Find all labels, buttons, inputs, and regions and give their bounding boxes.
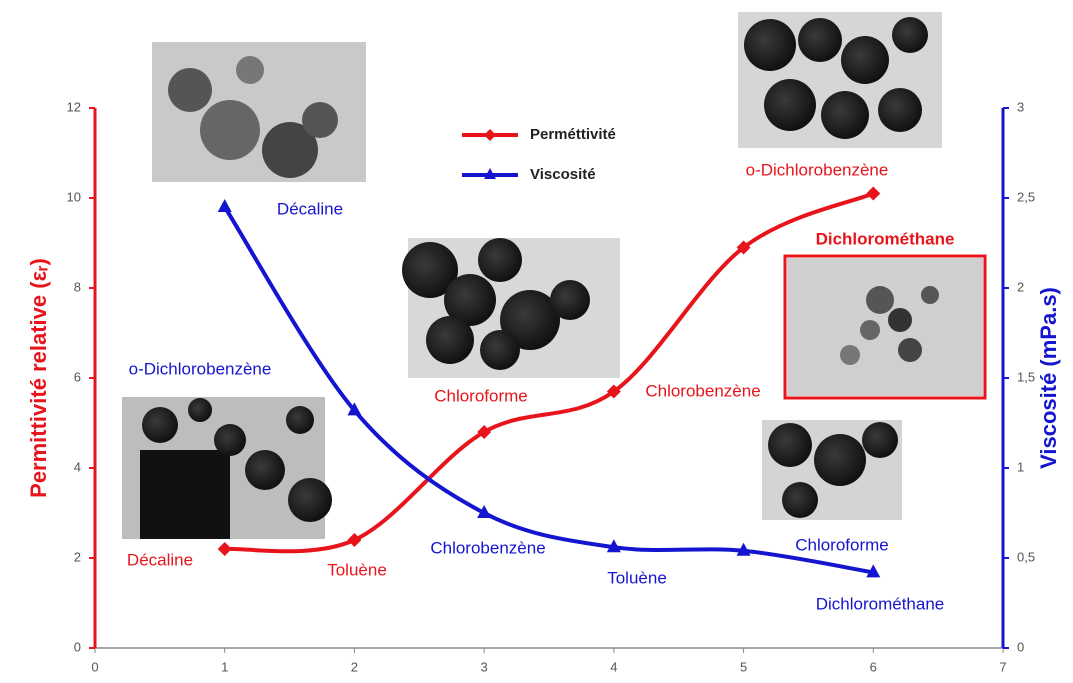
y2-tick-label: 2,5 [1017, 189, 1035, 204]
x-tick-label: 7 [999, 659, 1006, 674]
y-tick-label: 0 [74, 639, 81, 654]
point-label: Décaline [277, 199, 343, 218]
point-label: Chloroforme [434, 386, 528, 405]
y2-tick-label: 1,5 [1017, 369, 1035, 384]
micrograph [787, 258, 983, 396]
marker [606, 384, 621, 399]
point-label: o-Dichlorobenzène [746, 160, 889, 179]
legend-marker [484, 129, 496, 141]
point-label: Toluène [327, 560, 387, 579]
y-tick-label: 8 [74, 279, 81, 294]
marker [217, 542, 232, 556]
legend [452, 113, 655, 193]
legend-label: Viscosité [530, 166, 596, 183]
marker [477, 425, 492, 439]
point-label: o-Dichlorobenzène [129, 359, 272, 378]
micrograph [402, 238, 620, 378]
series-line [223, 205, 874, 575]
marker [606, 539, 621, 553]
y-tick-label: 4 [74, 459, 81, 474]
y-tick-label: 6 [74, 369, 81, 384]
y2-tick-label: 0 [1017, 639, 1024, 654]
point-label: Chlorobenzène [430, 538, 545, 557]
y2-tick-label: 0,5 [1017, 549, 1035, 564]
y-tick-label: 12 [67, 99, 81, 114]
marker [866, 564, 881, 578]
point-label: Toluène [607, 568, 667, 587]
y2-tick-label: 1 [1017, 459, 1024, 474]
marker [866, 186, 881, 201]
y2-tick-label: 3 [1017, 99, 1024, 114]
legend-marker [484, 168, 496, 179]
x-tick-label: 5 [740, 659, 747, 674]
point-label: Dichlorométhane [816, 594, 945, 613]
highlight-box [783, 254, 987, 400]
x-tick-label: 4 [610, 659, 617, 674]
x-tick-label: 6 [870, 659, 877, 674]
marker [736, 542, 751, 556]
marker [347, 533, 362, 547]
y2-axis-title: Viscosité (mPa.s) [1036, 287, 1061, 469]
x-tick-label: 0 [91, 659, 98, 674]
x-tick-label: 3 [481, 659, 488, 674]
y-tick-label: 2 [74, 549, 81, 564]
marker [477, 505, 492, 518]
x-tick-label: 1 [221, 659, 228, 674]
legend-label: Perméttivité [530, 126, 616, 143]
point-label: Chlorobenzène [645, 381, 760, 400]
micrograph [738, 12, 942, 148]
micrograph [762, 420, 902, 520]
point-label: Dichlorométhane [816, 229, 955, 248]
y2-tick-label: 2 [1017, 279, 1024, 294]
y-tick-label: 10 [67, 189, 81, 204]
point-label: Décaline [127, 550, 193, 569]
marker [736, 240, 751, 255]
micrograph [122, 397, 332, 539]
y-axis-title: Permittivité relative (εᵣ) [26, 258, 51, 498]
marker [217, 199, 232, 212]
point-label: Chloroforme [795, 535, 889, 554]
marker [347, 402, 362, 416]
micrograph [152, 42, 366, 182]
x-tick-label: 2 [351, 659, 358, 674]
